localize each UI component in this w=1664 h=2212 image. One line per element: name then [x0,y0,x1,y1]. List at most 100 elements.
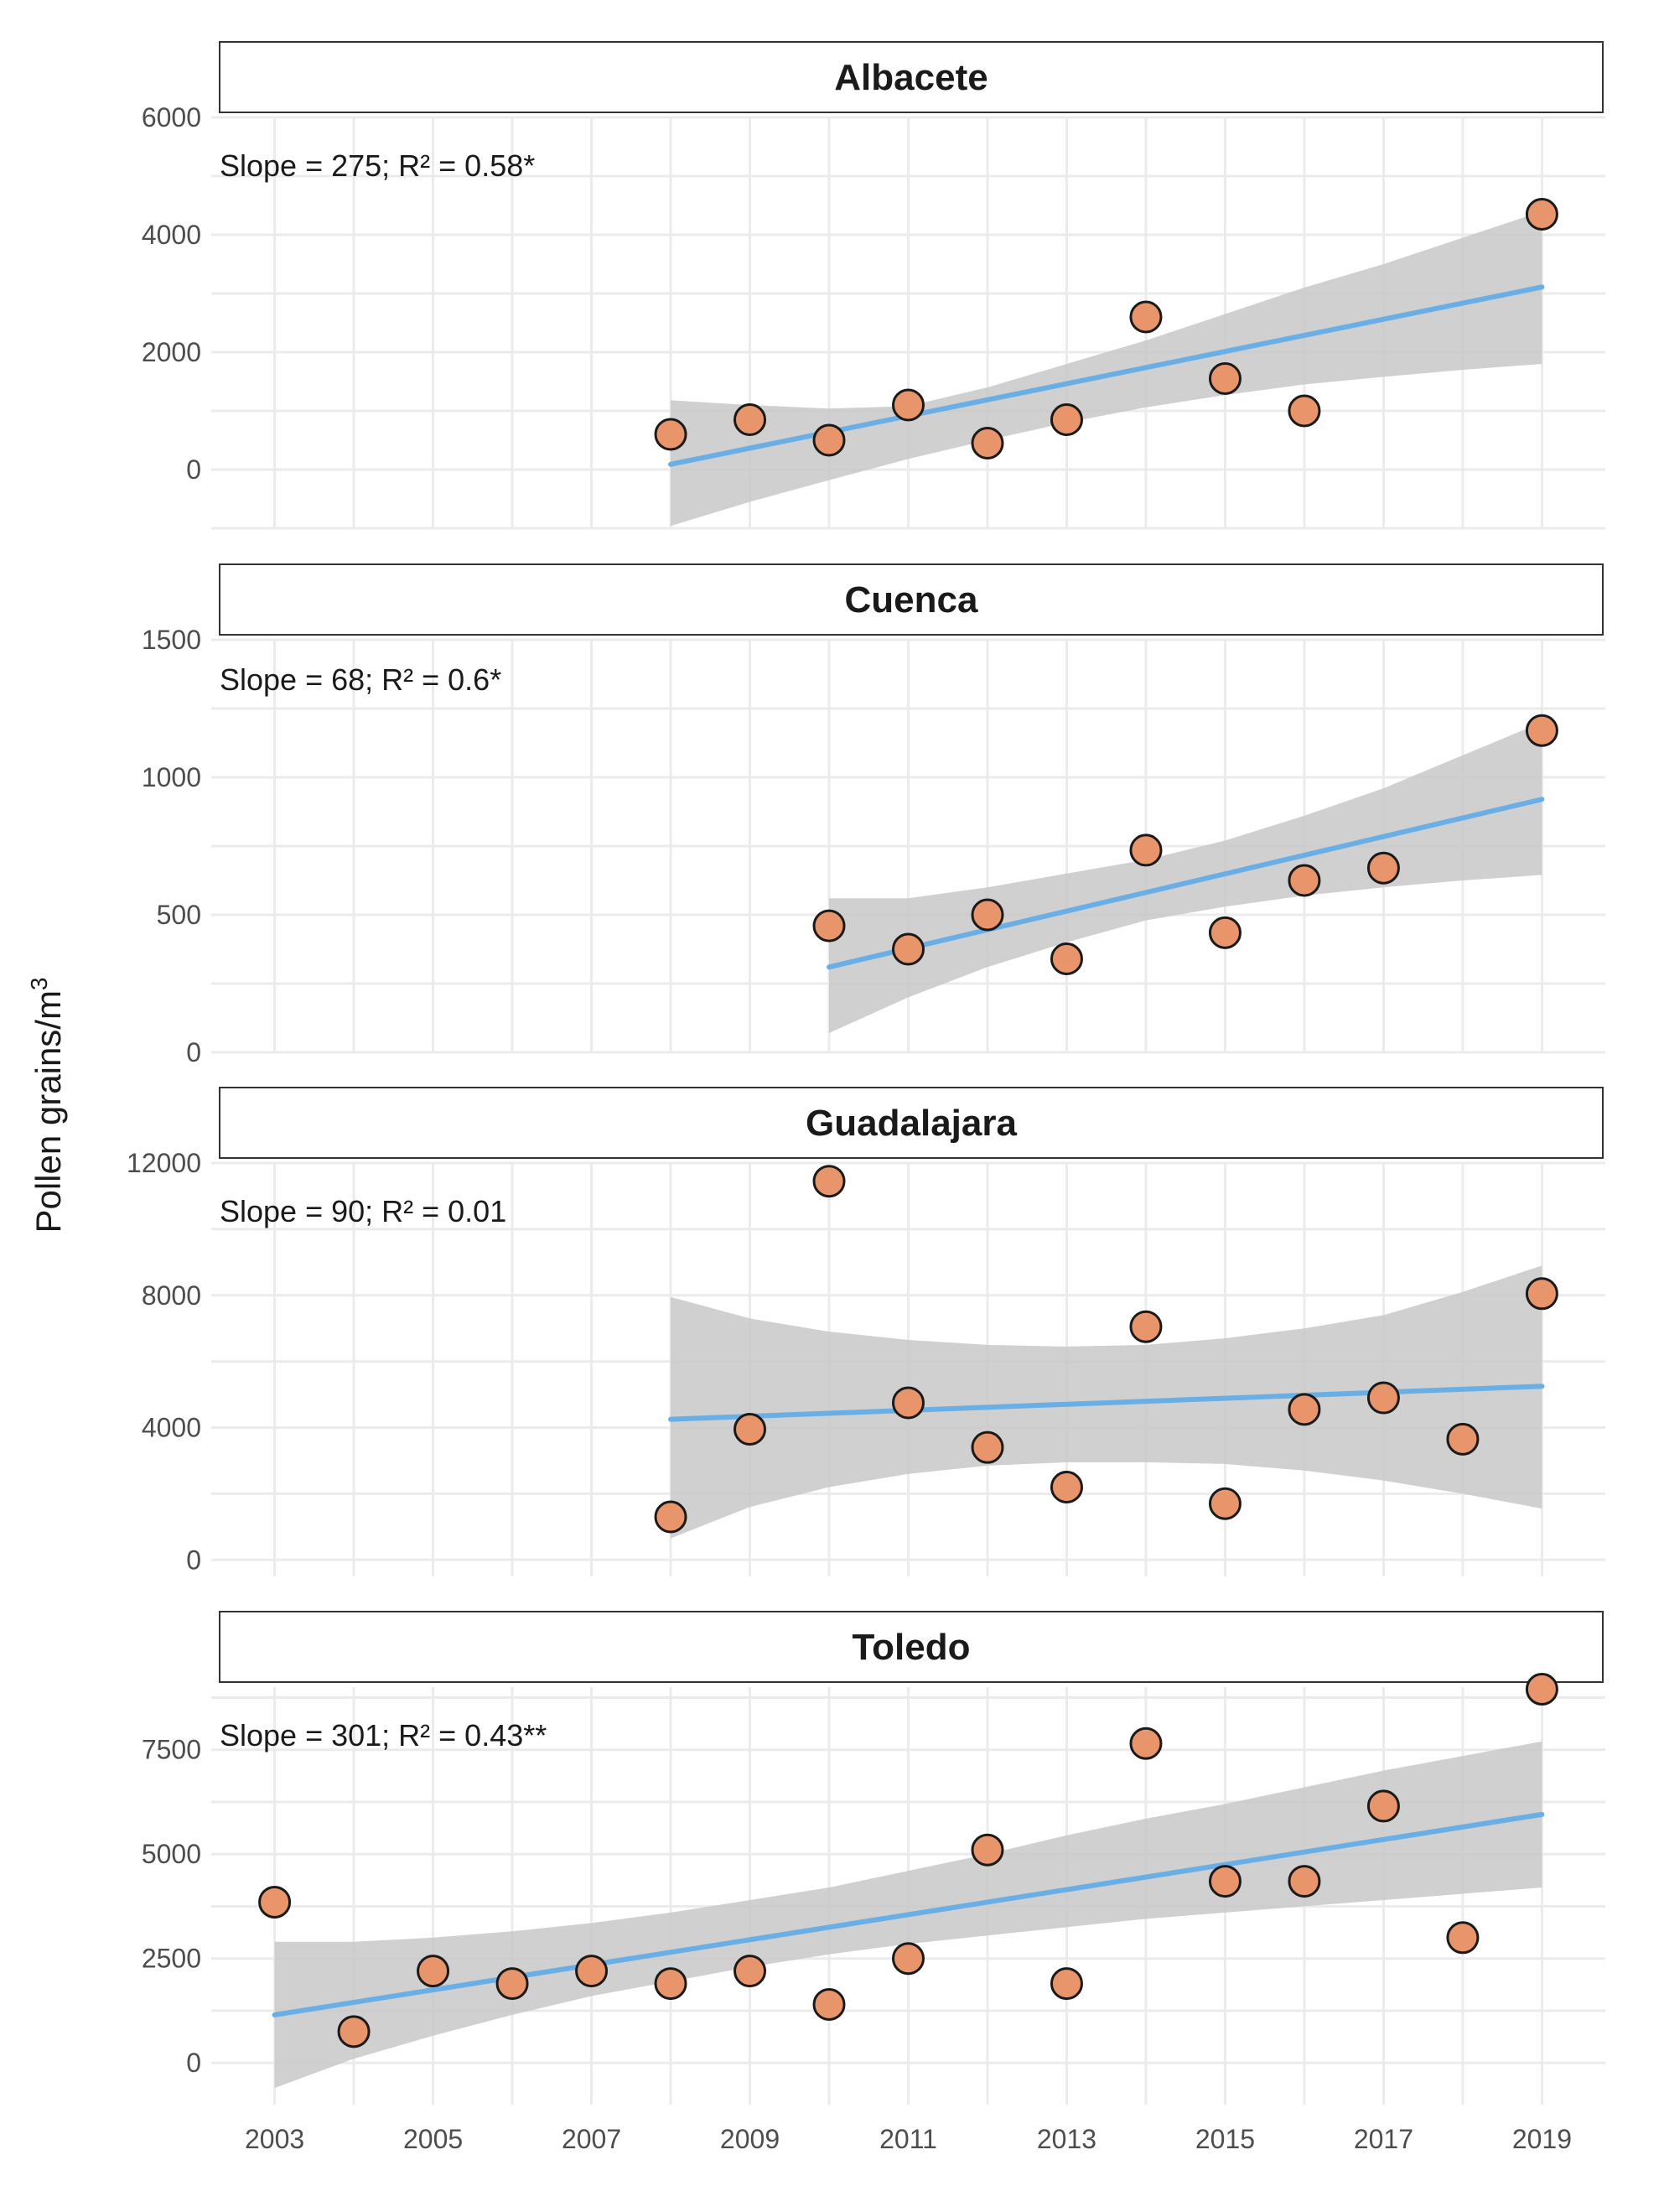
y-tick-label: 8000 [142,1280,201,1311]
data-point [1366,851,1400,885]
data-point [1525,1277,1558,1311]
y-axis-label: Pollen grains/m3 [26,977,68,1233]
data-point [1208,916,1242,949]
data-point [734,1412,767,1446]
data-point [971,1431,1004,1464]
data-point [892,1386,925,1420]
data-point [1446,1422,1480,1456]
stat-annotation: Slope = 301; R² = 0.43** [220,1718,547,1752]
facet-title: Albacete [834,57,988,98]
x-tick-label: 2003 [245,2124,304,2154]
data-point [654,418,687,451]
x-tick-label: 2007 [562,2124,621,2154]
panel-cuenca: Cuenca 0 500 1000 1500 Slope = 68; R² = 0.6* [142,563,1605,1067]
data-point [1288,864,1321,897]
data-point [892,388,925,422]
data-point [1050,1471,1083,1504]
x-tick-label: 2015 [1195,2124,1255,2154]
data-point [417,1955,450,1988]
panel-toledo: Toledo 0 2500 5000 7500 Slope = 301; R² = 0.4… [142,1611,1605,2154]
facet-strip [219,1087,1604,1159]
trend-line [668,284,1545,467]
data-point [812,423,846,457]
y-tick-label: 1000 [142,762,201,792]
x-tick-label: 2019 [1512,2124,1572,2154]
y-axis-label-superscript: 3 [26,977,52,990]
panel-albacete: Albacete 0 2000 4000 6000 Slope = 275; R² = 0… [142,41,1605,530]
trend-line [827,797,1545,970]
stat-annotation: Slope = 68; R² = 0.6* [220,662,501,697]
y-tick-label: 0 [186,2048,201,2078]
y-tick-label: 500 [157,900,201,930]
y-tick-label: 0 [186,454,201,485]
data-point [1288,394,1321,428]
facet-strip [219,41,1604,113]
data-point [1129,833,1163,867]
facet-title: Toledo [853,1627,971,1668]
stat-annotation: Slope = 275; R² = 0.58* [220,148,535,183]
confidence-band [671,211,1542,527]
y-tick-label: 2000 [142,337,201,367]
data-point [1129,300,1163,334]
y-tick-label: 0 [186,1037,201,1067]
facet-title: Cuenca [845,579,978,621]
data-point [1366,1789,1400,1823]
data-point [258,1885,292,1919]
y-tick-label: 1500 [142,625,201,655]
stat-annotation: Slope = 90; R² = 0.01 [220,1194,506,1228]
data-point [1288,1865,1321,1898]
data-point [971,427,1004,460]
data-point [575,1955,609,1988]
y-tick-label: 0 [186,1545,201,1575]
data-point [1446,1921,1480,1955]
y-tick-label: 6000 [142,102,201,132]
data-point [1050,942,1083,975]
y-tick-label: 12000 [127,1148,201,1178]
data-point [1366,1381,1400,1415]
confidence-band [829,722,1542,1033]
data-point [1129,1310,1163,1343]
data-point [1050,403,1083,436]
x-tick-label: 2011 [879,2124,937,2154]
data-point [734,403,767,436]
data-point [812,1987,846,2021]
facet-title: Guadalajara [806,1103,1017,1144]
data-point [971,898,1004,932]
y-axis-label-text: Pollen grains/m [29,990,68,1233]
data-point [812,1165,846,1198]
x-tick-label: 2017 [1354,2124,1413,2154]
facet-strip [219,1611,1604,1683]
data-point [1129,1727,1163,1760]
y-tick-label: 5000 [142,1839,201,1869]
data-point [892,1942,925,1976]
y-tick-label: 4000 [142,1413,201,1443]
x-tick-label: 2005 [403,2124,463,2154]
y-tick-label: 2500 [142,1944,201,1974]
y-tick-label: 4000 [142,220,201,250]
panel-guadalajara: Guadalajara 0 4000 8000 12000 Slope = 90; R² … [127,1087,1605,1576]
data-point [1525,198,1558,231]
data-point [1050,1967,1083,2001]
facet-strip [219,563,1604,636]
data-point [495,1967,529,2001]
trend-line [272,1811,1545,2017]
data-point [1208,1487,1242,1520]
x-tick-label: 2013 [1037,2124,1096,2154]
data-point [892,932,925,966]
x-tick-label: 2009 [720,2124,780,2154]
data-point [337,2015,371,2048]
data-point [1288,1393,1321,1426]
data-point [1525,1672,1558,1706]
grid [211,638,1605,1054]
data-point [971,1833,1004,1867]
data-point [1208,1865,1242,1898]
y-tick-label: 7500 [142,1735,201,1765]
data-point [734,1955,767,1988]
grid [211,116,1605,530]
data-point [654,1967,687,2001]
data-point [1208,362,1242,395]
data-point [1525,714,1558,747]
panels: Albacete 0 2000 4000 6000 Slope = 275; R² = 0… [127,41,1605,2154]
data-point [654,1500,687,1534]
